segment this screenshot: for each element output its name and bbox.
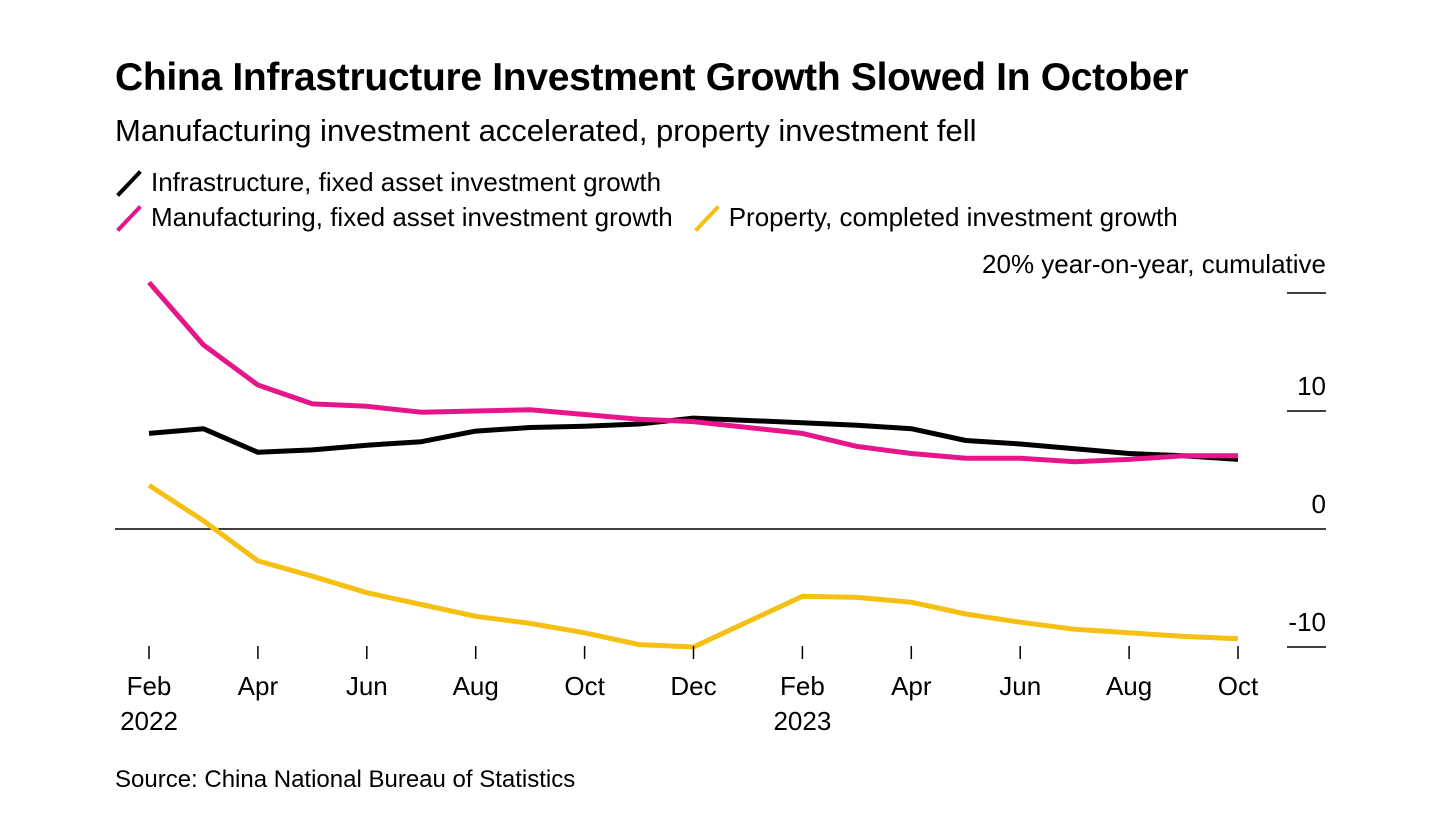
series-line (147, 280, 1238, 465)
y-tick-label: 0 (1312, 489, 1326, 519)
chart-title: China Infrastructure Investment Growth S… (115, 56, 1189, 99)
y-tick-label: 10 (1297, 371, 1326, 401)
source-note: Source: China National Bureau of Statist… (115, 766, 576, 793)
x-tick-label: Aug (1106, 671, 1152, 701)
x-tick-label: Feb (780, 671, 825, 701)
legend-row-2: Manufacturing, fixed asset investment gr… (115, 202, 1198, 233)
legend-label-manufacturing: Manufacturing, fixed asset investment gr… (151, 202, 673, 232)
chart-subtitle: Manufacturing investment accelerated, pr… (115, 113, 977, 148)
x-tick-label: Oct (564, 671, 605, 701)
legend-label-infrastructure: Infrastructure, fixed asset investment g… (151, 167, 662, 197)
legend-swatch-manufacturing (116, 204, 142, 232)
legend-swatch-infrastructure (116, 169, 142, 197)
x-year-label: 2022 (120, 706, 178, 736)
series-lines (147, 280, 1239, 650)
x-tick-label: Jun (999, 671, 1041, 701)
series-line (148, 415, 1239, 462)
legend-item-infrastructure: Infrastructure, fixed asset investment g… (115, 167, 661, 198)
y-tick-label: -10 (1288, 607, 1326, 637)
x-tick-label: Oct (1218, 671, 1259, 701)
y-axis-unit-label: 20% year-on-year, cumulative (982, 249, 1326, 279)
x-tick-label: Feb (127, 671, 172, 701)
legend-item-property: Property, completed investment growth (693, 202, 1178, 233)
x-tick-label: Dec (670, 671, 716, 701)
legend-swatch-property (693, 204, 720, 232)
y-axis: 10 0 -10 (115, 292, 1326, 648)
x-tick-label: Aug (453, 671, 499, 701)
legend-row-1: Infrastructure, fixed asset investment g… (115, 167, 681, 198)
x-year-label: 2023 (773, 706, 831, 736)
legend-label-property: Property, completed investment growth (728, 202, 1178, 232)
x-axis: Feb 2022 Apr Jun Aug Oct Dec Feb 2023 Apr Jun Aug Oc… (120, 646, 1259, 736)
x-tick-label: Jun (346, 671, 388, 701)
legend-item-manufacturing: Manufacturing, fixed asset investment gr… (115, 202, 673, 233)
x-tick-label: Apr (891, 671, 932, 701)
x-tick-label: Apr (238, 671, 279, 701)
series-line (147, 483, 1239, 650)
